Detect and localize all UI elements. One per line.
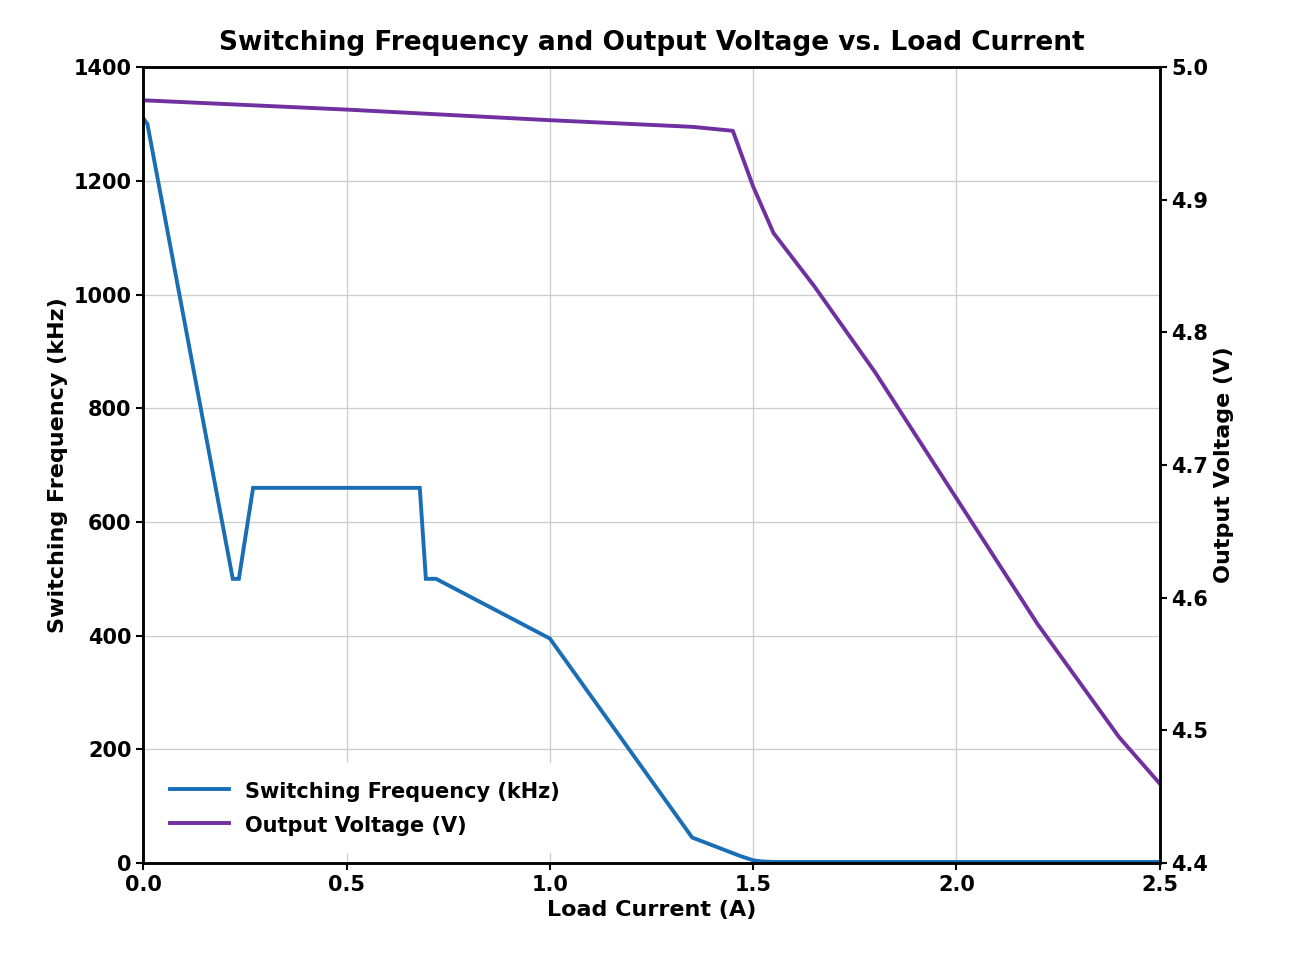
Line: Switching Frequency (kHz): Switching Frequency (kHz) [143, 118, 1160, 862]
Output Voltage (V) [766, 227, 782, 239]
Switching Frequency (kHz) [542, 633, 558, 644]
Output Voltage (V) [684, 121, 700, 132]
Switching Frequency (kHz) [412, 482, 427, 494]
Output Voltage (V) [339, 104, 354, 115]
Switching Frequency (kHz) [225, 573, 241, 585]
Line: Output Voltage (V): Output Voltage (V) [143, 101, 1160, 784]
Switching Frequency (kHz) [418, 573, 434, 585]
Title: Switching Frequency and Output Voltage vs. Load Current: Switching Frequency and Output Voltage v… [219, 31, 1084, 57]
Output Voltage (V) [807, 280, 822, 292]
X-axis label: Load Current (A): Load Current (A) [547, 901, 756, 921]
Switching Frequency (kHz) [136, 112, 151, 124]
Switching Frequency (kHz) [734, 851, 749, 862]
Switching Frequency (kHz) [786, 856, 801, 868]
Legend: Switching Frequency (kHz), Output Voltage (V): Switching Frequency (kHz), Output Voltag… [154, 763, 577, 853]
Output Voltage (V) [724, 125, 740, 136]
Switching Frequency (kHz) [766, 856, 782, 868]
Output Voltage (V) [745, 181, 761, 193]
Output Voltage (V) [136, 95, 151, 106]
Switching Frequency (kHz) [139, 118, 155, 129]
Switching Frequency (kHz) [753, 855, 769, 867]
Output Voltage (V) [1111, 732, 1127, 743]
Switching Frequency (kHz) [429, 573, 444, 585]
Switching Frequency (kHz) [949, 856, 964, 868]
Output Voltage (V) [868, 366, 883, 378]
Y-axis label: Output Voltage (V): Output Voltage (V) [1214, 347, 1234, 583]
Switching Frequency (kHz) [684, 831, 700, 843]
Output Voltage (V) [542, 114, 558, 126]
Switching Frequency (kHz) [245, 482, 261, 494]
Output Voltage (V) [1152, 778, 1167, 789]
Output Voltage (V) [949, 493, 964, 504]
Switching Frequency (kHz) [1152, 856, 1167, 868]
Output Voltage (V) [1029, 619, 1045, 630]
Y-axis label: Switching Frequency (kHz): Switching Frequency (kHz) [48, 297, 68, 633]
Switching Frequency (kHz) [258, 482, 274, 494]
Switching Frequency (kHz) [745, 854, 761, 866]
Switching Frequency (kHz) [231, 573, 246, 585]
